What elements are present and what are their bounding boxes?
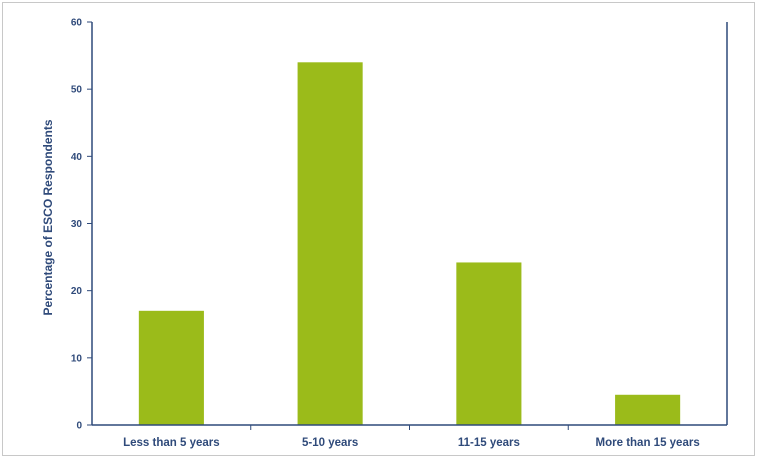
x-tick-label: 5-10 years [302, 437, 358, 449]
x-tick-label: Less than 5 years [123, 437, 220, 449]
y-tick-label: 60 [71, 18, 83, 29]
chart-frame [2, 2, 755, 456]
y-tick-label: 20 [71, 286, 83, 297]
bar-5-10-years [297, 62, 363, 426]
y-tick-label: 10 [71, 353, 83, 364]
y-tick-label: 50 [71, 85, 83, 96]
y-axis-ticks: 0 10 20 30 40 50 60 [71, 18, 92, 432]
x-axis-labels: Less than 5 years 5-10 years 11-15 years Mo… [123, 425, 700, 449]
x-tick-label: More than 15 years [596, 437, 700, 449]
y-tick-label: 30 [71, 219, 83, 230]
y-tick-label: 0 [76, 421, 82, 432]
x-tick-label: 11-15 years [458, 437, 520, 449]
bar-11-15-years [456, 262, 522, 425]
bar-less-than-5-years [138, 310, 204, 425]
bars [138, 62, 681, 426]
y-tick-label: 40 [71, 152, 83, 163]
bar-more-than-15-years [615, 394, 681, 425]
y-axis-title: Percentage of ESCO Respondents [41, 119, 55, 315]
